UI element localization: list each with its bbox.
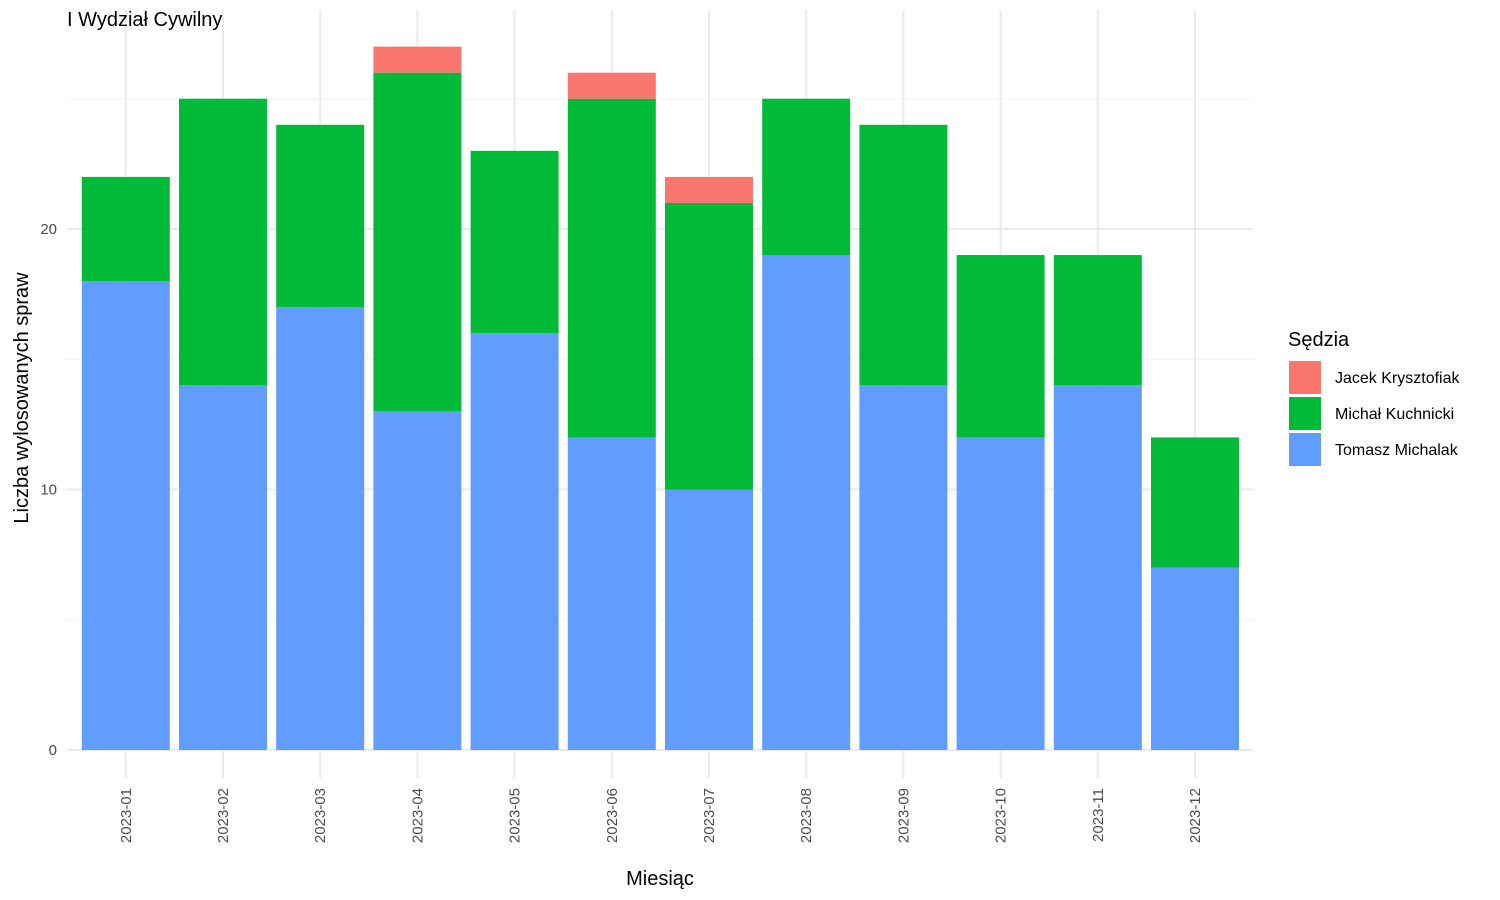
- bar-segment: [276, 307, 365, 750]
- bar-segment: [1053, 385, 1142, 750]
- bar-segment: [567, 437, 656, 750]
- bar-segment: [956, 437, 1045, 750]
- x-tick-label: 2023-01: [118, 788, 135, 843]
- legend-swatch: [1289, 361, 1321, 394]
- bar-segment: [859, 124, 948, 386]
- bar-segment: [81, 176, 170, 282]
- bar-segment: [567, 72, 656, 99]
- bar-segment: [665, 202, 753, 490]
- x-tick-label: 2023-09: [895, 788, 912, 843]
- x-tick-label: 2023-08: [798, 788, 815, 843]
- y-tick-label: 20: [40, 221, 57, 238]
- x-tick-label: 2023-06: [604, 788, 621, 843]
- y-tick-label: 10: [40, 482, 57, 499]
- bar-segment: [762, 98, 851, 256]
- bar-segment: [373, 46, 462, 73]
- bar-segment: [1053, 255, 1142, 386]
- x-axis-title: Miesiąc: [626, 868, 694, 890]
- bar-segment: [956, 255, 1045, 438]
- y-tick-label: 0: [49, 742, 57, 759]
- legend-swatch: [1289, 397, 1321, 430]
- legend-label: Tomasz Michalak: [1335, 442, 1459, 459]
- y-axis-ticks: 0 10 20: [40, 221, 57, 759]
- x-tick-label: 2023-04: [409, 788, 426, 843]
- legend-label: Michał Kuchnicki: [1335, 406, 1454, 423]
- bar-segment: [81, 281, 170, 750]
- x-tick-label: 2023-07: [701, 788, 718, 843]
- bar-segment: [470, 333, 559, 750]
- bar-segment: [762, 255, 851, 751]
- y-axis-title: Liczba wylosowanych spraw: [11, 272, 33, 524]
- bar-segment: [567, 98, 656, 438]
- bar-segment: [276, 124, 365, 308]
- x-tick-label: 2023-12: [1187, 788, 1204, 843]
- x-tick-label: 2023-10: [993, 788, 1010, 843]
- legend-label: Jacek Krysztofiak: [1335, 370, 1460, 387]
- bar-segment: [665, 176, 753, 203]
- bar-segment: [859, 385, 948, 750]
- x-tick-label: 2023-03: [312, 788, 329, 843]
- bar-segment: [373, 72, 462, 412]
- x-axis-ticks: 2023-01 2023-02 2023-03 2023-04 2023-05 2023-…: [118, 788, 1204, 843]
- chart-title: I Wydział Cywilny: [67, 9, 222, 31]
- bars: [81, 46, 1239, 751]
- bar-segment: [1151, 567, 1239, 750]
- bar-segment: [1151, 437, 1239, 568]
- bar-segment: [179, 385, 267, 750]
- bar-segment: [179, 98, 267, 386]
- legend: Sędzia Jacek Krysztofiak Michał Kuchnicki…: [1288, 329, 1460, 466]
- x-tick-label: 2023-11: [1090, 788, 1107, 842]
- bar-segment: [665, 489, 753, 750]
- x-tick-label: 2023-02: [215, 788, 232, 843]
- x-tick-label: 2023-05: [507, 788, 524, 843]
- bar-segment: [470, 150, 559, 334]
- bar-segment: [373, 411, 462, 750]
- legend-title: Sędzia: [1288, 329, 1350, 351]
- legend-swatch: [1289, 433, 1321, 466]
